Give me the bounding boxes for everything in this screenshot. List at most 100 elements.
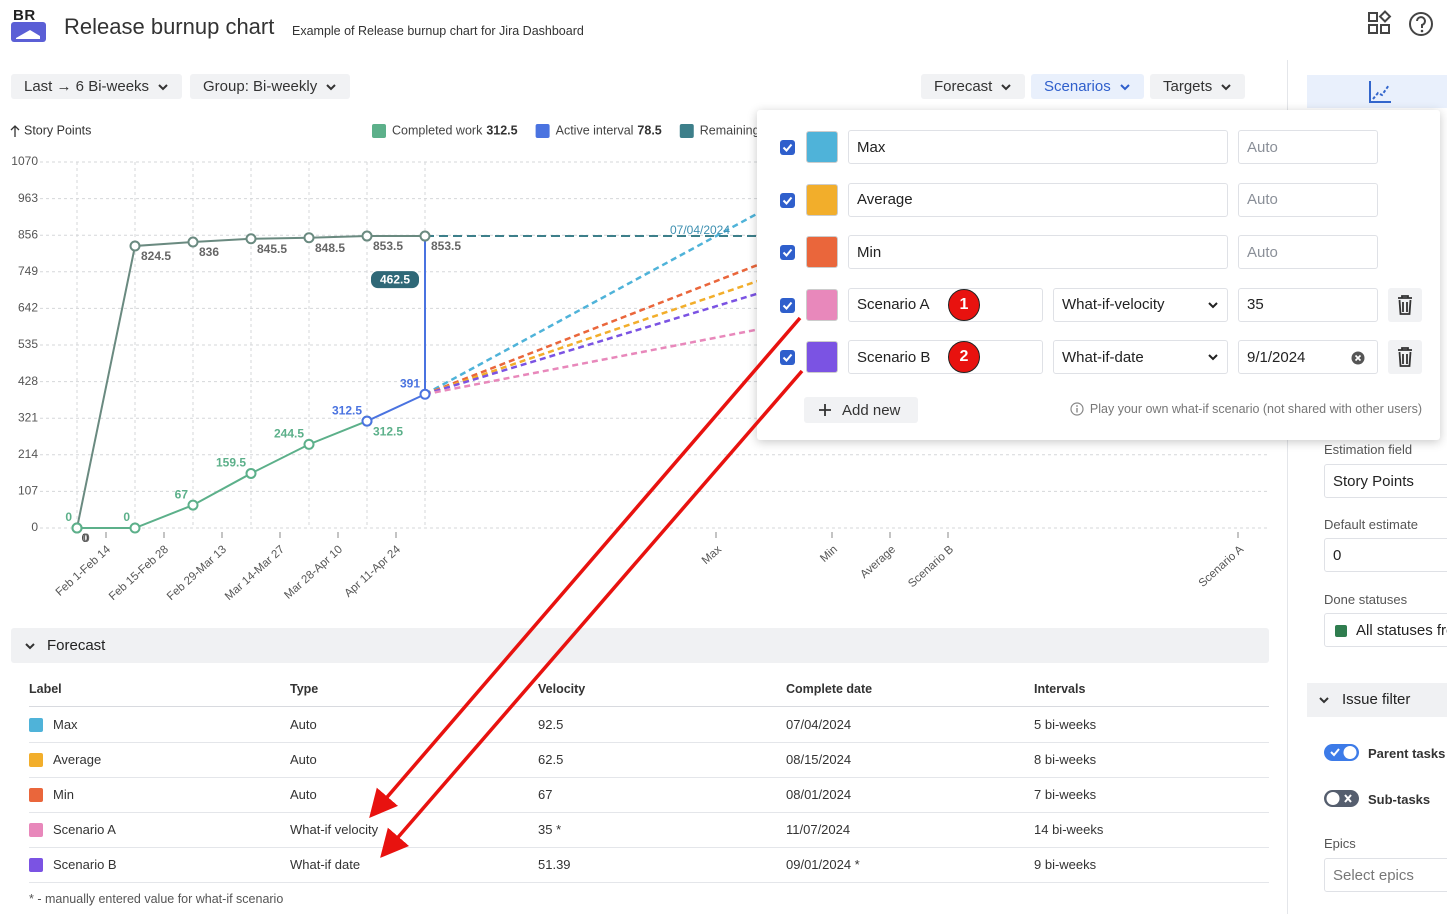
data-label: 244.5 [274,427,304,441]
table-cell: Max [53,717,78,732]
estimation-input[interactable]: Story Points [1324,464,1447,498]
trash-icon [1398,294,1412,315]
row-swatch [29,788,43,802]
checkbox[interactable] [780,350,795,365]
delete-button[interactable] [1388,340,1422,374]
name-input[interactable]: Scenario A [848,287,1043,322]
hint: Play your own what-if scenario (not shar… [1070,402,1422,416]
toolbar-button[interactable]: Targets [1150,74,1246,99]
epics-label: Epics [1324,836,1356,851]
value-input[interactable]: 9/1/2024 [1238,340,1378,374]
checkbox[interactable] [780,192,795,208]
trash-icon [1398,347,1412,367]
x-tick-label: Scenario A [1197,543,1247,589]
app-title: Release burnup chart [64,14,275,39]
checkbox[interactable] [780,297,795,313]
legend-swatch [679,124,694,138]
table-cell: 9 bi-weeks [1034,857,1097,872]
forecast-header[interactable]: Forecast [11,628,1269,663]
y-tick-label: 535 [18,337,38,351]
name-input[interactable]: Average [848,182,1228,217]
chart-view-button[interactable] [1307,75,1447,108]
chevron [158,83,168,90]
y-tick-label: 107 [18,484,38,498]
issue-filter-header[interactable]: Issue filter [1307,683,1447,717]
toolbar-button[interactable]: Scenarios [1031,74,1144,99]
name-input[interactable]: Max [848,130,1228,164]
table-cell: 7 bi-weeks [1034,787,1097,802]
row-rule [29,742,1269,743]
data-label: 0 [123,510,130,524]
table-cell: 35 * [538,822,562,837]
value-input[interactable]: Auto [1238,235,1378,269]
scenarios-panel: Max Auto Average Auto Min Auto Scenario A 1 What… [757,110,1440,440]
y-tick-label: 856 [18,227,38,241]
table-cell: 09/01/2024 * [786,857,860,872]
epics-input[interactable]: Select epics [1324,858,1447,892]
sidebar: Estimation field Story Points Default es… [1287,60,1447,914]
y-tick-label: 1070 [11,154,38,168]
legend-label: Remaining [700,123,760,137]
color-swatch[interactable] [806,236,838,268]
name-input[interactable]: Min [848,235,1228,269]
x-origin-label: 0 [82,531,89,545]
hint-text: Play your own what-if scenario (not shar… [1089,402,1422,416]
clear-icon[interactable] [1351,351,1365,365]
color-swatch[interactable] [806,288,838,321]
table-cell: Auto [290,717,317,732]
value-input[interactable]: 35 [1238,287,1378,322]
mode-label: What-if-date [1062,348,1144,366]
table-cell: Scenario A [53,822,116,837]
toolbar-button[interactable]: Forecast [921,74,1026,99]
table-cell: 67 [538,787,553,802]
data-label: 0 [65,510,72,524]
delete-button[interactable] [1388,287,1422,322]
mode-select[interactable]: What-if-velocity [1053,287,1228,322]
toggle-off[interactable] [1323,789,1361,809]
data-point [245,467,257,479]
done-statuses-input[interactable]: All statuses from [1324,613,1447,647]
button-label: Last → 6 Bi-weeks [24,78,150,95]
toggle-on[interactable] [1323,743,1361,763]
table-cell: 07/04/2024 [786,717,852,732]
plus-icon [819,404,831,416]
top-icons[interactable] [1362,9,1442,39]
data-point [419,230,431,242]
chevron [1208,354,1218,361]
value-input[interactable]: Auto [1238,130,1378,164]
y-axis-label: Story Points [24,123,91,137]
y-tick-label: 642 [18,301,38,315]
logo-icon [11,22,46,42]
value-input[interactable]: Auto [1238,182,1378,217]
name-input[interactable]: Scenario B [848,340,1043,374]
checkbox[interactable] [780,245,795,260]
add-button[interactable]: Add new [804,397,918,423]
color-swatch[interactable] [806,131,838,163]
x-tick-label: Scenario B [906,543,956,590]
color-swatch[interactable] [806,341,838,373]
table-cell: What-if date [290,857,361,872]
y-tick-label: 428 [18,374,38,388]
button-label: Scenarios [1044,78,1111,95]
data-point [187,499,199,511]
color-swatch[interactable] [806,183,838,216]
y-tick-label: 321 [18,410,38,424]
done-statuses-value: All statuses from [1356,621,1447,639]
checkbox[interactable] [780,140,795,155]
x-tick-label: Mar 14-Mar 27 [223,544,287,603]
toolbar-button[interactable]: Last → 6 Bi-weeks [11,74,183,99]
legend-swatch [372,124,386,138]
table-cell: 8 bi-weeks [1034,752,1097,767]
default-estimate-input[interactable]: 0 [1324,538,1447,572]
legend-label: Completed work [392,123,483,137]
check [782,353,793,362]
check [782,143,793,152]
logo: BR [10,7,47,42]
mode-select[interactable]: What-if-date [1053,340,1228,374]
chevron [1001,83,1012,90]
data-label: 848.5 [315,241,345,255]
data-label: 67 [175,487,189,501]
x-tick-label: Mar 28-Apr 10 [282,544,345,602]
y-axis-arrow [10,125,20,137]
toolbar-button[interactable]: Group: Bi-weekly [190,74,351,99]
